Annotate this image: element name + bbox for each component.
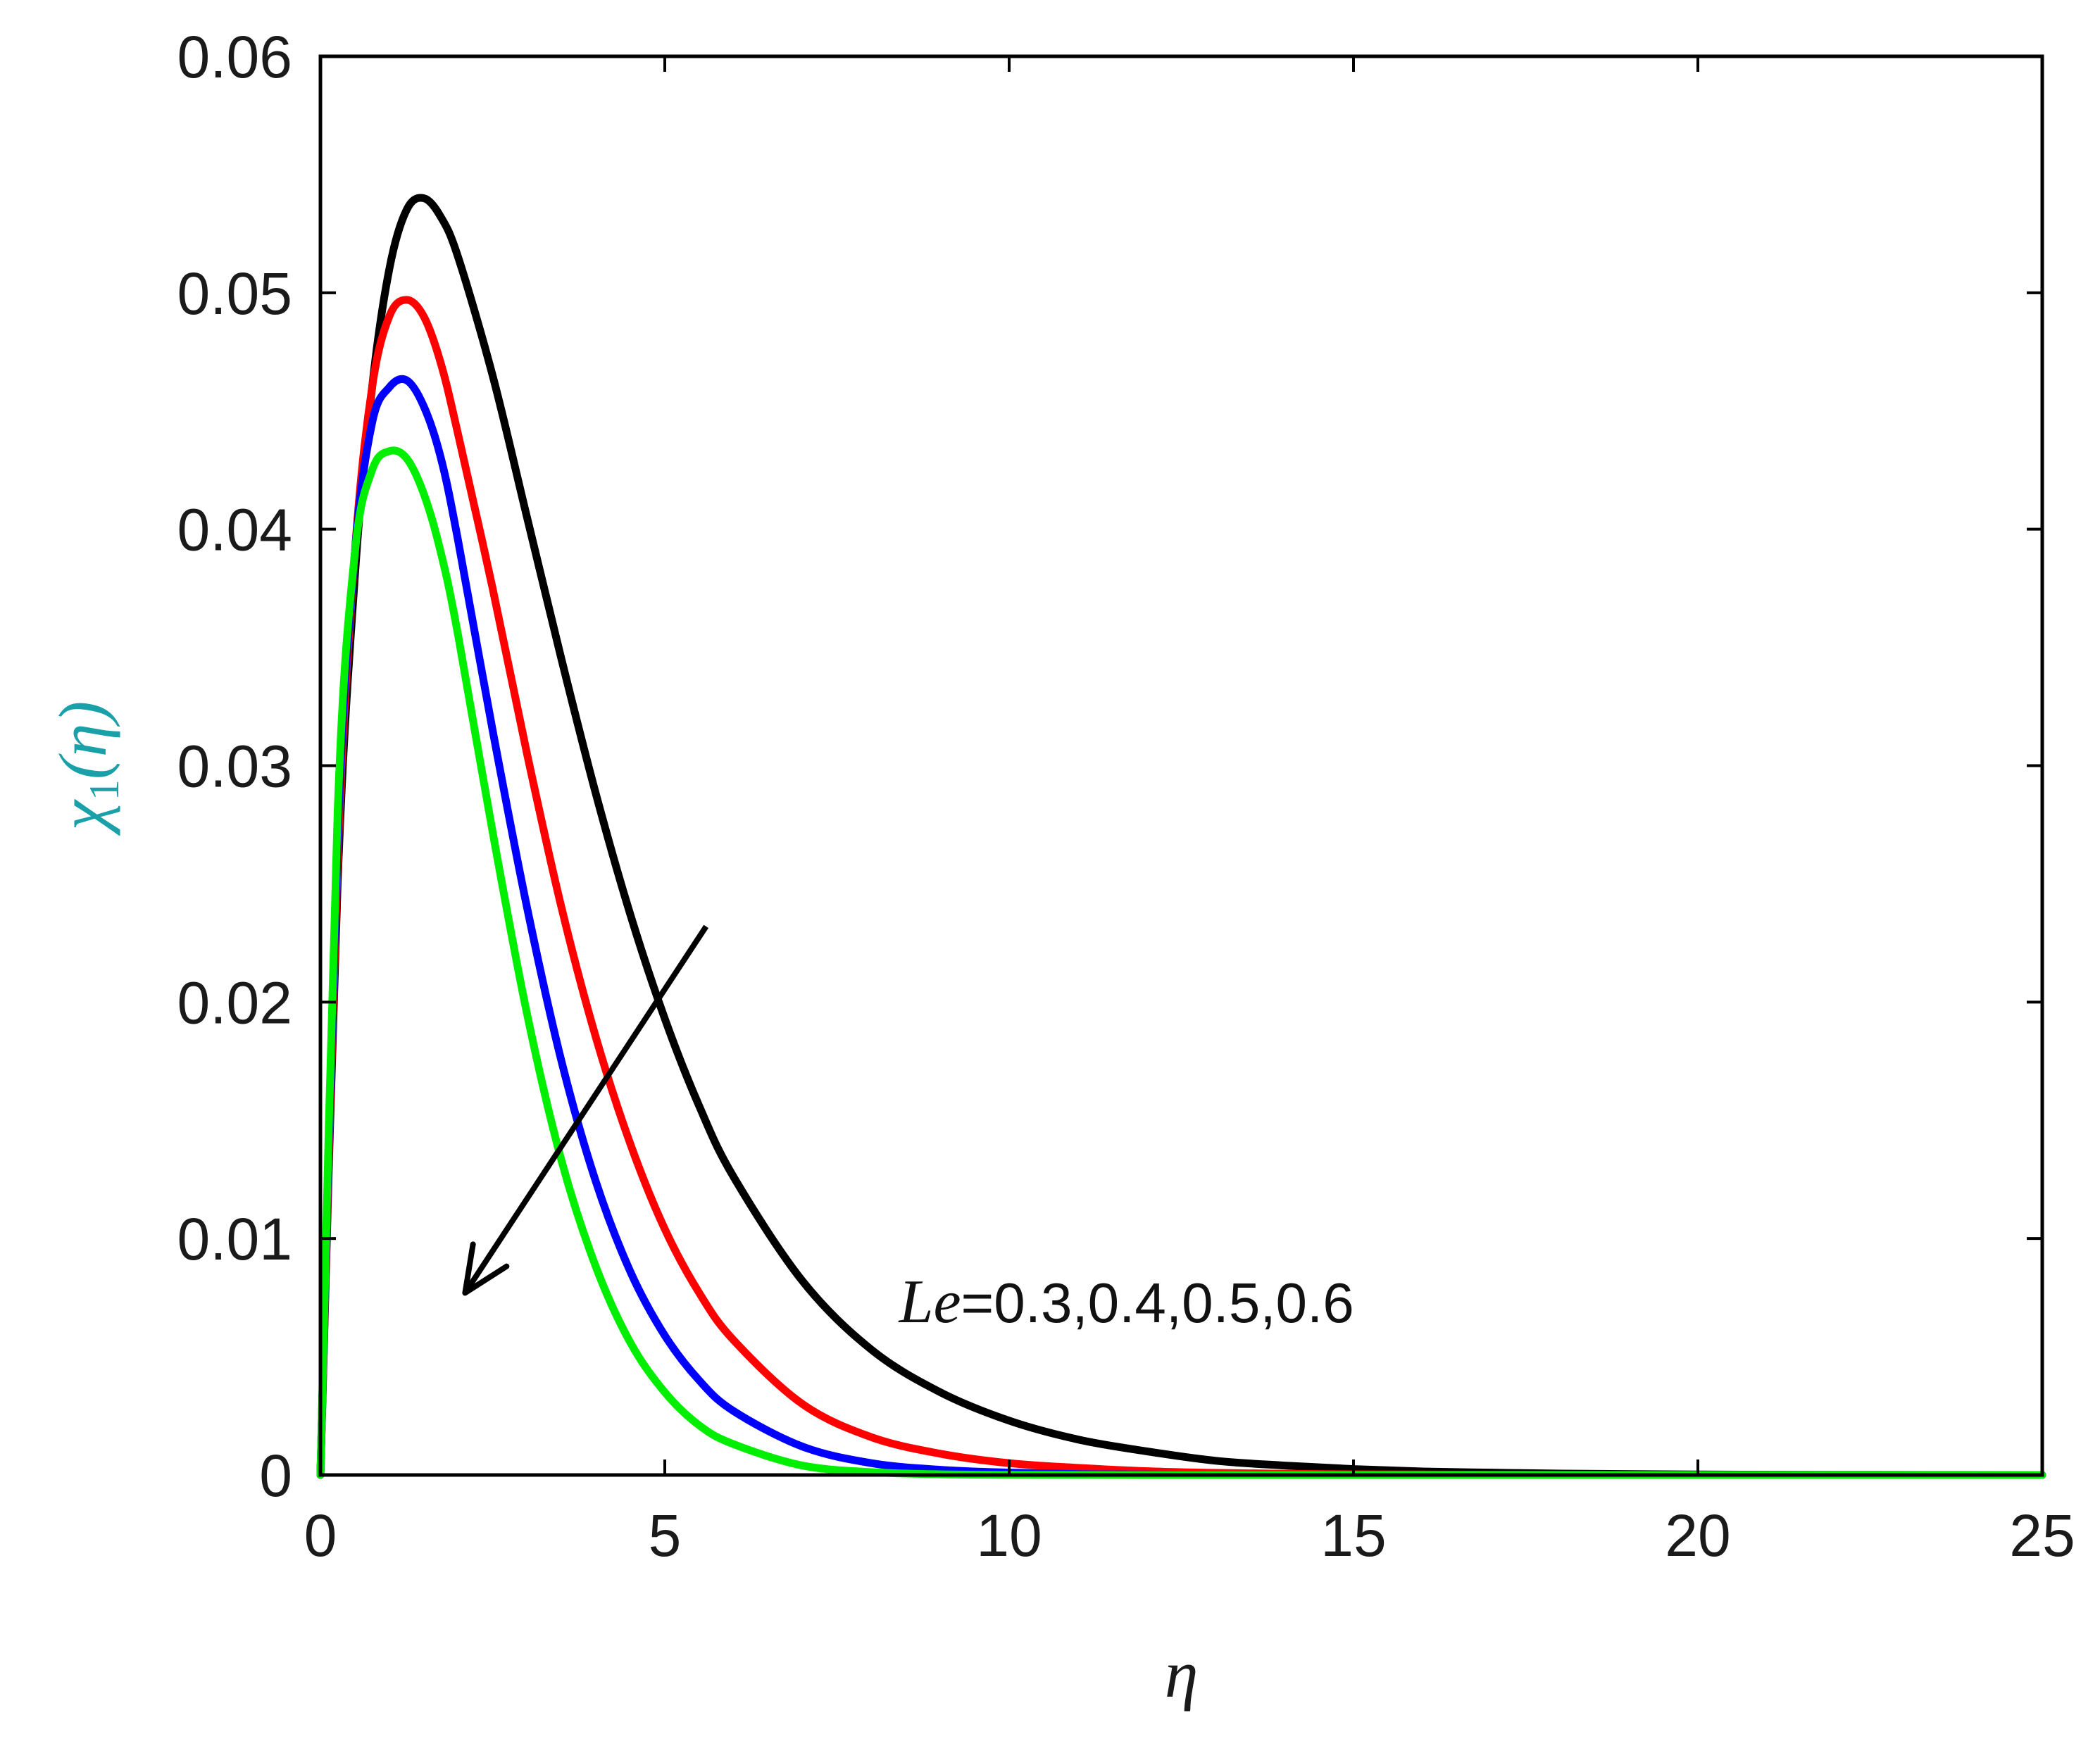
trend-arrow-head (462, 1241, 510, 1296)
y-tick-label: 0.05 (177, 260, 293, 327)
annotation-le-list: =0.3,0.4,0.5,0.6 (961, 1272, 1354, 1334)
x-axis-label: η (1165, 1636, 1199, 1712)
x-tick-label: 0 (304, 1502, 337, 1569)
y-tick-label: 0.06 (177, 24, 293, 90)
y-axis-label-argument: (η) (45, 701, 120, 780)
y-tick-label: 0.01 (177, 1206, 293, 1272)
x-tick-label: 10 (976, 1502, 1042, 1569)
y-tick-label: 0.04 (177, 497, 293, 563)
y-axis-label-main: χ (45, 798, 120, 836)
y-axis-label-subscript: 1 (81, 779, 127, 801)
annotation-le-values: Le=0.3,0.4,0.5,0.6 (898, 1268, 1354, 1336)
y-tick-label: 0.02 (177, 969, 293, 1036)
annotation-le-symbol: Le (898, 1268, 961, 1336)
y-tick-label: 0 (259, 1443, 292, 1509)
x-tick-label: 20 (1665, 1502, 1730, 1569)
y-axis-label: χ1(η) (45, 701, 127, 836)
ticks-layer: 0 5 10 15 20 25 0 0.01 0.02 0.03 0.04 0.05 0.06 (177, 24, 2075, 1569)
x-tick-label: 5 (649, 1502, 682, 1569)
x-tick-label: 15 (1320, 1502, 1386, 1569)
y-tick-label: 0.03 (177, 734, 293, 800)
trend-arrow-shaft (463, 924, 709, 1295)
annotation-layer: Le=0.3,0.4,0.5,0.6 (462, 924, 1354, 1336)
x-tick-label: 25 (2009, 1502, 2075, 1569)
